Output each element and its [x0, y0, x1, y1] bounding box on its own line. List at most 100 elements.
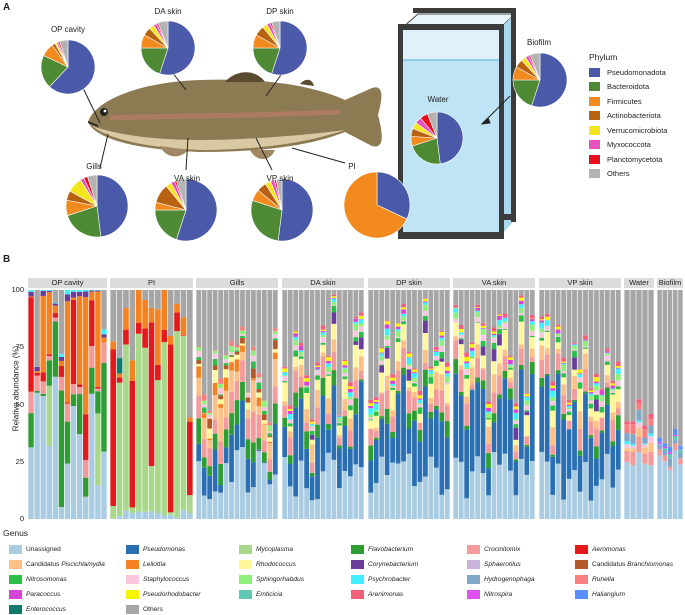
- bar-gills-6-others: [224, 290, 229, 355]
- bar-va-skin-15-nitrosomonas: [530, 336, 535, 337]
- bar-da-skin-7-unassigned: [315, 499, 320, 519]
- bar-da-skin-7-crocinitomix: [315, 407, 320, 424]
- bar-dp-skin-8-flavobacterium: [407, 413, 412, 428]
- bar-water-2-arenimonas: [630, 421, 635, 424]
- bar-vp-skin-12-paracoccus: [599, 390, 604, 395]
- legend-swatch: [467, 545, 480, 554]
- legend-label: Sphingorhabdus: [256, 576, 304, 583]
- bar-vp-skin-15-crocinitomix: [616, 408, 621, 415]
- bar-water-4-staphylococcus: [642, 444, 647, 447]
- bar-da-skin-10-sphingorhabdus: [332, 302, 337, 305]
- bar-pi-2-mycoplasma: [117, 383, 123, 517]
- bar-da-skin-3-pseudomonas: [293, 407, 298, 496]
- bar-da-skin-4-sphingorhabdus: [299, 352, 304, 356]
- bar-da-skin-13-unassigned: [348, 476, 353, 519]
- bar-gills-6-sphingorhabdus: [224, 355, 229, 359]
- bar-gills-9-rhodococcus: [240, 343, 245, 345]
- legend-swatch: [467, 575, 480, 584]
- bar-gills-11-unassigned: [251, 487, 256, 519]
- bar-vp-skin-15-arenimonas: [616, 362, 621, 367]
- bar-dp-skin-9-others: [412, 290, 417, 368]
- bar-vp-skin-11-corynebacterium: [594, 399, 599, 411]
- bar-gills-7-flavobacterium: [229, 413, 234, 435]
- bar-biofilm-2-haliangium: [663, 443, 668, 447]
- bar-va-skin-11-paracoccus: [508, 360, 513, 364]
- bar-gills-14-unassigned: [267, 484, 272, 519]
- bar-vp-skin-9-nitrosomonas: [583, 348, 588, 349]
- bar-vp-skin-6-pseudorhodobacter: [567, 403, 572, 405]
- bar-op-cavity-1-unassigned: [28, 447, 33, 519]
- bar-gills-3-staphylococcus: [207, 415, 212, 419]
- bar-gills-1-crocinitomix: [196, 395, 201, 418]
- bar-vp-skin-6-crocinitomix: [567, 421, 572, 429]
- bar-vp-skin-9-paracoccus: [583, 340, 588, 341]
- bar-dp-skin-1-psychrobacter: [368, 408, 373, 414]
- bar-vp-skin-7-paracoccus: [572, 343, 577, 344]
- bar-da-skin-7-pseudomonas: [315, 438, 320, 500]
- bar-va-skin-8-pseudorhodobacter: [492, 332, 497, 334]
- bar-gills-13-rhodococcus: [262, 420, 267, 424]
- bar-dp-skin-3-unassigned: [379, 457, 384, 519]
- bar-water-5-hydrogenophaga: [648, 425, 653, 433]
- bar-va-skin-15-psychrobacter: [530, 321, 535, 324]
- legend-label: Pseudorhodobacter: [143, 591, 201, 598]
- bar-vp-skin-15-nitrosomonas: [616, 386, 621, 389]
- bar-dp-skin-6-crocinitomix: [396, 370, 401, 390]
- bar-gills-4-flavobacterium: [213, 434, 218, 450]
- bar-va-skin-8-pseudomonas: [492, 422, 497, 452]
- bar-va-skin-8-staphylococcus: [492, 338, 497, 343]
- bar-dp-skin-12-psychrobacter: [428, 371, 433, 375]
- bar-va-skin-4-pseudorhodobacter: [470, 344, 475, 347]
- bar-op-cavity-7-psychrobacter: [65, 290, 70, 294]
- bar-vp-skin-11-psychrobacter: [594, 383, 599, 385]
- bar-gills-4-unassigned: [213, 491, 218, 519]
- bar-va-skin-2-rhodococcus: [459, 344, 464, 365]
- bar-vp-skin-12-sphingorhabdus: [599, 396, 604, 402]
- genus-legend-item-corynebacterium: Corynebacterium: [351, 559, 418, 570]
- bar-da-skin-15-pseudomonas: [359, 381, 364, 467]
- bar-op-cavity-9-unassigned: [77, 434, 82, 519]
- bar-dp-skin-2-paracoccus: [374, 402, 379, 404]
- bar-gills-8-unassigned: [235, 450, 240, 519]
- legend-label: Pseudomonas: [143, 546, 185, 553]
- bar-gills-10-flavobacterium: [246, 439, 251, 459]
- bar-vp-skin-7-unassigned: [572, 470, 577, 519]
- bar-da-skin-1-crocinitomix: [282, 405, 287, 417]
- bar-dp-skin-12-flavobacterium: [428, 412, 433, 418]
- bar-va-skin-7-psychrobacter: [486, 411, 491, 413]
- bar-va-skin-12-rhodococcus: [513, 440, 518, 446]
- bar-gills-4-staphylococcus: [213, 354, 218, 360]
- bar-va-skin-6-nitrosomonas: [481, 341, 486, 347]
- bar-dp-skin-13-crocinitomix: [434, 389, 439, 405]
- bar-dp-skin-6-flavobacterium: [396, 391, 401, 393]
- bar-pi-3-mycoplasma: [123, 344, 129, 510]
- bar-va-skin-10-paracoccus: [503, 317, 508, 318]
- bar-dp-skin-2-others: [374, 290, 379, 397]
- bar-op-cavity-8-corynebacterium: [71, 292, 76, 298]
- bar-gills-1-others: [196, 290, 201, 346]
- bar-gills-5-others: [218, 290, 223, 378]
- bar-gills-8-runella: [235, 345, 240, 347]
- bar-gills-2-nitrosomonas: [202, 408, 207, 413]
- bar-dp-skin-13-psychrobacter: [434, 352, 439, 356]
- bar-va-skin-12-pseudorhodobacter: [513, 407, 518, 410]
- bar-dp-skin-11-flavobacterium: [423, 370, 428, 387]
- bar-vp-skin-1-unassigned: [539, 452, 544, 519]
- bar-dp-skin-8-unassigned: [407, 454, 412, 519]
- bar-da-skin-14-others: [353, 290, 358, 317]
- bar-water-3-crocinitomix: [636, 437, 641, 453]
- bar-vp-skin-1-sphingorhabdus: [539, 329, 544, 333]
- bar-gills-6-leliottia: [224, 378, 229, 391]
- bar-vp-skin-1-paracoccus: [539, 320, 544, 322]
- bar-dp-skin-2-psychrobacter: [374, 404, 379, 410]
- bar-vp-skin-3-psychrobacter: [550, 391, 555, 397]
- bar-vp-skin-1-psychrobacter: [539, 322, 544, 328]
- bar-pi-7-others: [149, 290, 155, 308]
- bar-da-skin-5-pseudorhodobacter: [304, 378, 309, 381]
- genus-legend-item-hydrogenophaga: Hydrogenophaga: [467, 574, 535, 585]
- bar-va-skin-8-corynebacterium: [492, 349, 497, 361]
- bar-gills-7-others: [229, 290, 234, 341]
- bar-va-skin-3-crocinitomix: [464, 403, 469, 426]
- bar-vp-skin-4-arenimonas: [556, 325, 561, 327]
- bar-va-skin-12-staphylococcus: [513, 421, 518, 425]
